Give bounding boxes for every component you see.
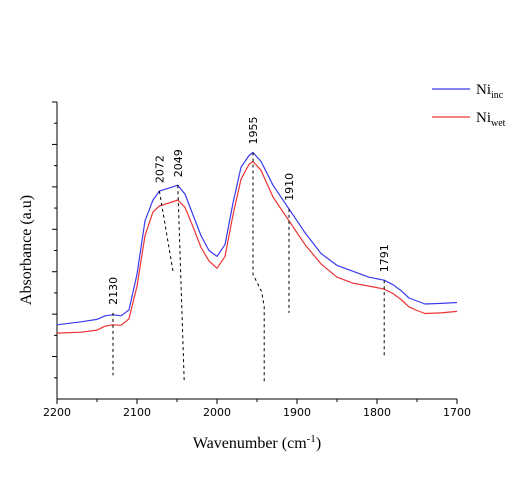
legend-label-base: Ni <box>476 82 491 98</box>
x-tick-label: 2200 <box>43 406 71 419</box>
series-line-ni-inc <box>56 151 458 326</box>
annotation-line-2072 <box>158 191 174 272</box>
annotation-layer: 2130 2072 2049 1955 1910 1791 <box>107 117 391 385</box>
x-tick-label: 1900 <box>283 406 311 419</box>
annotation-line-2049 <box>177 185 185 382</box>
annotation-label-1955: 1955 <box>247 117 260 145</box>
x-tick-label: 1700 <box>443 406 471 419</box>
plot-frame <box>56 102 457 400</box>
y-axis-ticks <box>52 101 57 379</box>
legend-label-subscript: inc <box>491 90 504 101</box>
x-axis-ticks <box>56 399 458 404</box>
legend-label-wet: Niwet <box>476 110 506 129</box>
series-line-ni-wet <box>56 160 458 334</box>
annotation-label-1791: 1791 <box>378 244 391 272</box>
annotation-label-2049: 2049 <box>172 149 185 177</box>
series-layer <box>56 151 458 334</box>
legend-label-inc: Niinc <box>476 82 504 101</box>
x-axis-label-superscript: -1 <box>307 433 316 445</box>
annotation-label-2130: 2130 <box>107 277 120 305</box>
x-axis-tick-labels: 2200 2100 2000 1900 1800 1700 <box>43 406 471 419</box>
legend-label-base: Ni <box>476 110 491 126</box>
y-axis-label: Absorbance (a.u) <box>18 195 35 305</box>
x-tick-label: 1800 <box>363 406 391 419</box>
legend-label-subscript: wet <box>491 118 506 129</box>
x-axis-label: Wavenumber (cm-1) <box>193 433 321 452</box>
x-axis-label-suffix: ) <box>316 435 321 452</box>
annotation-line-1955 <box>252 152 265 385</box>
annotation-label-2072: 2072 <box>153 155 166 183</box>
annotation-label-1910: 1910 <box>283 173 296 201</box>
x-tick-label: 2100 <box>123 406 151 419</box>
x-tick-label: 2000 <box>203 406 231 419</box>
